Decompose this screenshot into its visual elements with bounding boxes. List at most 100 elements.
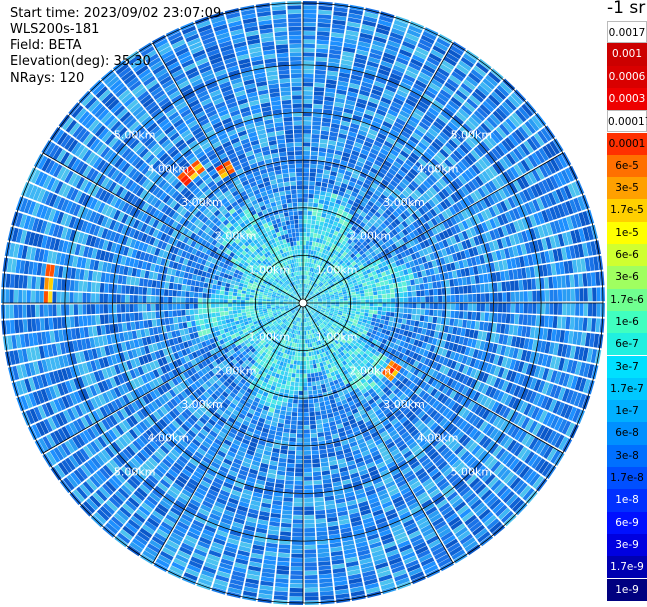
ray-gates xyxy=(109,219,219,270)
ray-gates xyxy=(153,111,178,138)
ray-gates xyxy=(333,328,338,333)
ray-gates xyxy=(292,303,297,305)
ray-gates xyxy=(258,264,263,270)
ray-gates xyxy=(318,325,363,387)
ray-gates xyxy=(346,261,351,267)
ray-gates xyxy=(313,303,387,312)
ray-gates xyxy=(288,343,297,373)
ray-gates xyxy=(203,313,238,324)
ray-gates xyxy=(228,245,235,252)
ray-gates xyxy=(276,294,281,297)
ray-gates xyxy=(80,343,227,429)
ray-gates xyxy=(408,382,537,484)
ray-gates xyxy=(254,346,274,373)
ray-gates xyxy=(137,465,195,542)
ray-gates xyxy=(256,254,299,299)
ray-gates xyxy=(261,255,267,260)
ray-gates xyxy=(13,289,207,303)
ray-gates xyxy=(317,306,322,308)
ray-gates xyxy=(325,4,364,163)
ray-gates xyxy=(262,304,297,312)
ray-gates xyxy=(388,131,523,239)
ray-gates xyxy=(253,315,296,383)
ray-gates xyxy=(345,456,389,570)
ray-gates xyxy=(198,310,233,320)
ray-gates xyxy=(265,331,270,336)
ray-gates xyxy=(380,349,561,464)
ray-gates xyxy=(303,331,305,340)
ray-gates xyxy=(325,310,338,316)
ray-gates xyxy=(381,128,552,250)
ray-gates xyxy=(284,304,302,318)
ray-gates xyxy=(229,287,293,302)
ray-gates xyxy=(431,222,553,268)
ray-gates xyxy=(305,263,393,303)
ray-gates xyxy=(306,308,337,362)
ray-gates xyxy=(324,311,329,315)
ray-gates xyxy=(68,216,213,274)
ray-gates xyxy=(309,293,395,303)
ray-gates xyxy=(15,259,216,294)
ray-gates xyxy=(288,307,299,317)
ray-gates xyxy=(225,12,275,173)
ray-gates xyxy=(228,105,276,221)
ray-gates xyxy=(322,280,411,300)
ray-gates xyxy=(300,245,303,267)
ray-gates xyxy=(286,316,290,321)
ray-gates xyxy=(48,277,54,290)
ray-gates xyxy=(172,401,252,538)
ray-gates xyxy=(290,429,303,584)
ray-gates xyxy=(295,280,298,285)
ray-gates xyxy=(272,308,300,343)
ray-gates xyxy=(316,309,356,329)
ray-gates xyxy=(7,226,214,284)
ray-gates xyxy=(336,15,410,201)
ray-gates xyxy=(262,341,267,346)
ray-gates xyxy=(263,232,291,279)
ray-gates xyxy=(291,314,294,319)
ray-gates xyxy=(266,251,297,295)
ray-gates xyxy=(230,258,265,281)
ray-gates xyxy=(303,206,308,301)
ray-gates xyxy=(323,264,364,291)
ray-gates xyxy=(307,313,318,337)
ray-gates xyxy=(308,198,314,207)
ray-gates xyxy=(98,89,218,214)
ray-gates xyxy=(364,56,440,186)
ray-gates xyxy=(261,312,292,339)
ray-gates xyxy=(236,310,290,341)
ray-gates xyxy=(336,261,362,281)
ray-gates xyxy=(390,384,506,495)
ray-gates xyxy=(278,254,292,278)
ray-gates xyxy=(294,386,299,391)
ray-gates xyxy=(244,247,283,285)
ray-gates xyxy=(273,399,298,601)
ray-gates xyxy=(304,304,384,387)
ray-gates xyxy=(311,333,321,359)
ray-gates xyxy=(333,411,382,549)
ray-gates xyxy=(464,209,595,259)
ray-gates xyxy=(319,274,333,287)
ray-gates xyxy=(272,320,295,359)
ray-gates xyxy=(221,226,265,267)
ray-gates xyxy=(226,304,297,328)
ray-gates xyxy=(273,539,291,605)
ray-gates xyxy=(299,279,301,284)
ray-gates xyxy=(227,388,253,424)
ray-gates xyxy=(386,303,391,307)
ray-gates xyxy=(258,271,277,286)
colorbar-tick-label: 3e-9 xyxy=(607,533,647,557)
ray-gates xyxy=(374,98,479,218)
ray-gates xyxy=(273,256,302,301)
ray-gates xyxy=(281,476,294,519)
ray-gates xyxy=(225,324,250,337)
ray-gates xyxy=(43,320,196,358)
ray-gates xyxy=(235,225,280,276)
ray-gates xyxy=(322,205,334,232)
ray-gates xyxy=(402,217,438,244)
ray-gates xyxy=(439,242,593,281)
ray-gates xyxy=(344,273,350,278)
ray-gates xyxy=(335,383,423,577)
ray-gates xyxy=(278,65,297,195)
ray-gates xyxy=(265,236,279,257)
